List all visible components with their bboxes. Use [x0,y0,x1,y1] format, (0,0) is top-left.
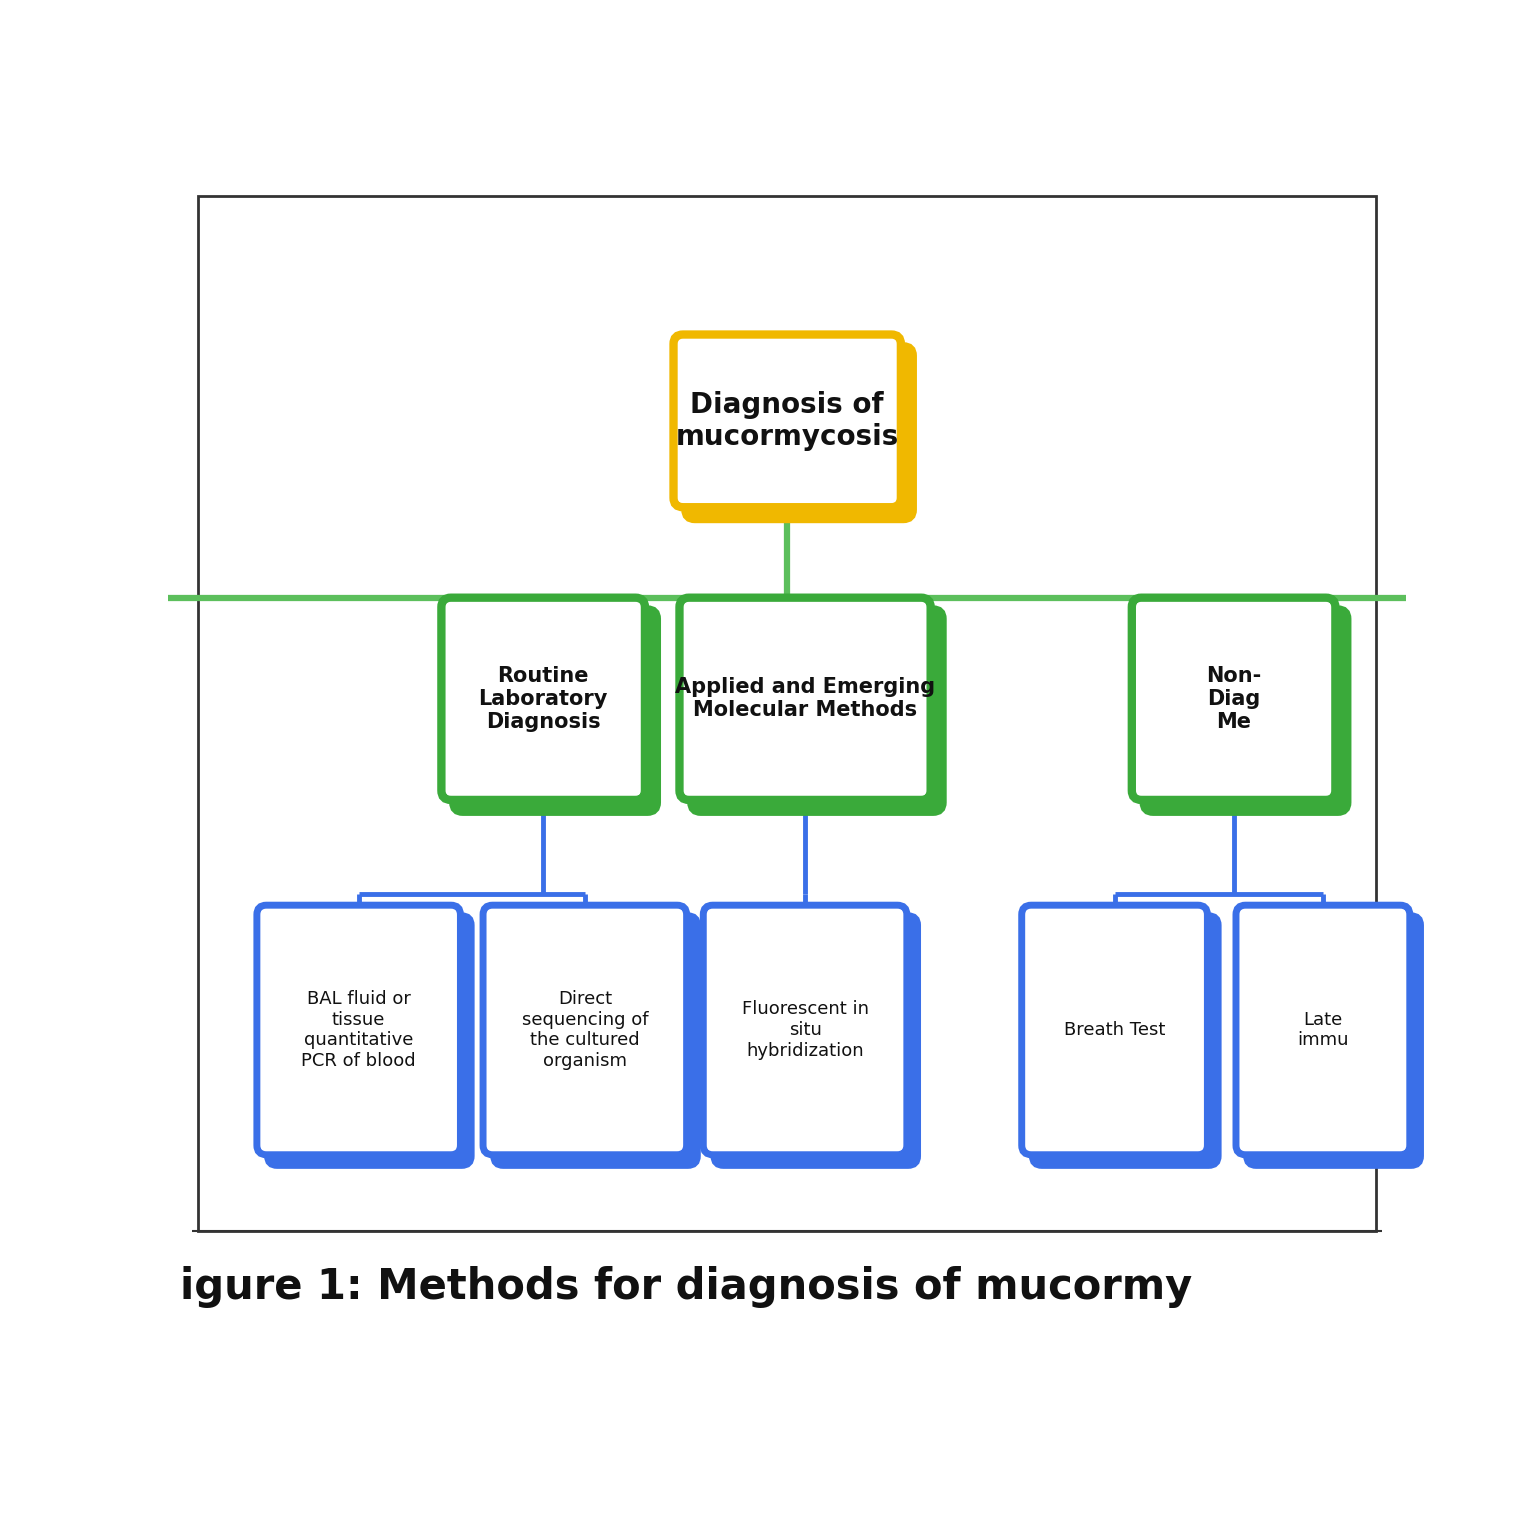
FancyBboxPatch shape [1032,915,1218,1166]
FancyBboxPatch shape [267,915,472,1166]
FancyBboxPatch shape [482,905,687,1155]
FancyBboxPatch shape [441,598,645,800]
FancyBboxPatch shape [1021,905,1207,1155]
FancyBboxPatch shape [257,905,461,1155]
FancyBboxPatch shape [673,335,902,507]
FancyBboxPatch shape [1144,610,1347,811]
FancyBboxPatch shape [703,905,906,1155]
FancyBboxPatch shape [679,598,931,800]
FancyBboxPatch shape [1247,915,1421,1166]
FancyBboxPatch shape [493,915,697,1166]
Text: Breath Test: Breath Test [1064,1021,1166,1038]
FancyBboxPatch shape [714,915,917,1166]
Text: BAL fluid or
tissue
quantitative
PCR of blood: BAL fluid or tissue quantitative PCR of … [301,989,416,1071]
FancyBboxPatch shape [691,610,943,811]
Text: Direct
sequencing of
the cultured
organism: Direct sequencing of the cultured organi… [522,989,648,1071]
Text: Routine
Laboratory
Diagnosis: Routine Laboratory Diagnosis [479,665,608,733]
Text: Late
immu: Late immu [1296,1011,1349,1049]
Text: Fluorescent in
situ
hybridization: Fluorescent in situ hybridization [742,1000,868,1060]
FancyBboxPatch shape [1236,905,1410,1155]
Text: igure 1: Methods for diagnosis of mucormy: igure 1: Methods for diagnosis of mucorm… [180,1266,1192,1307]
FancyBboxPatch shape [453,610,657,811]
Text: Diagnosis of
mucormycosis: Diagnosis of mucormycosis [676,390,899,452]
Text: Non-
Diag
Me: Non- Diag Me [1206,665,1261,733]
FancyBboxPatch shape [1132,598,1335,800]
Text: Applied and Emerging
Molecular Methods: Applied and Emerging Molecular Methods [674,677,935,720]
FancyBboxPatch shape [685,346,912,519]
